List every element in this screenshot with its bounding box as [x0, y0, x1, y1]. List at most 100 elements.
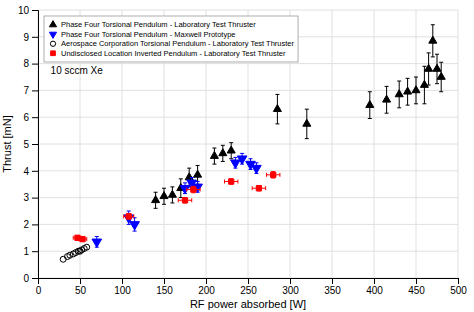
grid-line: [38, 63, 458, 64]
point: [366, 100, 374, 107]
point: [404, 87, 412, 94]
point: [75, 235, 80, 240]
point: [194, 170, 202, 177]
y-axis: 012345678910: [18, 5, 39, 284]
point: [383, 95, 391, 102]
error-bar: [127, 214, 131, 219]
series: [60, 244, 89, 262]
tick-mark: [32, 224, 38, 225]
tick: 8: [23, 58, 38, 69]
tick-label: 2: [23, 219, 29, 230]
tick: 2: [23, 219, 38, 230]
grid-line: [38, 197, 458, 198]
legend-label: Undisclosed Location Inverted Pendulum -…: [61, 49, 286, 58]
tick-label: 450: [408, 285, 425, 296]
tick-mark: [290, 278, 291, 284]
point: [256, 186, 261, 191]
grid-line: [38, 117, 458, 118]
error-bar: [257, 186, 261, 191]
point: [395, 90, 403, 97]
grid-line: [38, 10, 458, 11]
legend: Phase Four Torsional Pendulum - Laborato…: [44, 16, 298, 62]
point: [420, 80, 428, 87]
tick-label: 0: [23, 273, 29, 284]
tick: 400: [366, 278, 383, 296]
tick: 300: [282, 278, 299, 296]
legend-label: Phase Four Torsional Pendulum - Maxwell …: [61, 30, 236, 39]
tick-label: 50: [75, 285, 87, 296]
tick-mark: [32, 64, 38, 65]
point: [412, 86, 420, 93]
grid-line: [38, 144, 458, 145]
tick-label: 150: [156, 285, 173, 296]
grid-line: [38, 224, 458, 225]
tick-mark: [458, 278, 459, 284]
error-bar: [191, 186, 195, 192]
error-bar: [271, 172, 275, 178]
point: [429, 36, 437, 43]
tick-label: 250: [240, 285, 257, 296]
tick-label: 1: [23, 246, 29, 257]
legend-label: Phase Four Torsional Pendulum - Laborato…: [61, 20, 256, 29]
tick: 100: [114, 278, 131, 296]
tick-label: 200: [198, 285, 215, 296]
tick: 1: [23, 246, 38, 257]
point: [303, 119, 311, 126]
point: [425, 64, 433, 71]
tick-mark: [416, 278, 417, 284]
tick-mark: [32, 251, 38, 252]
point: [160, 192, 168, 199]
tick-mark: [32, 90, 38, 91]
tick: 6: [23, 112, 38, 123]
error-bar: [178, 198, 191, 202]
error-bar: [78, 237, 86, 241]
error-bar: [252, 186, 265, 190]
tick-mark: [32, 10, 38, 11]
point: [80, 236, 85, 241]
tick-label: 4: [23, 166, 29, 177]
point: [252, 165, 262, 173]
tick: 10: [18, 5, 38, 16]
point: [229, 179, 234, 184]
annotation: 10 sccm Xe: [51, 65, 104, 76]
tick: 5: [23, 139, 38, 150]
tick: 150: [156, 278, 173, 296]
point: [92, 239, 102, 247]
point: [84, 244, 90, 250]
error-bar: [224, 180, 237, 184]
tick: 4: [23, 166, 38, 177]
point: [227, 146, 235, 153]
legend-symbol: [50, 41, 55, 46]
series: [73, 172, 280, 242]
error-bar: [75, 236, 79, 240]
tick-label: 5: [23, 139, 29, 150]
tick-label: 9: [23, 32, 29, 43]
legend-frame: [44, 16, 298, 62]
tick-label: 8: [23, 58, 29, 69]
point: [273, 105, 281, 112]
tick: 200: [198, 278, 215, 296]
tick-mark: [32, 37, 38, 38]
tick-label: 500: [450, 285, 467, 296]
point: [433, 64, 441, 71]
point: [231, 160, 241, 168]
point: [130, 222, 140, 230]
error-bar: [187, 188, 200, 192]
tick-label: 6: [23, 112, 29, 123]
tick-mark: [122, 278, 123, 284]
point: [237, 156, 247, 164]
point: [168, 190, 176, 197]
tick-mark: [80, 278, 81, 284]
x-axis-title: RF power absorbed [W]: [190, 298, 306, 310]
x-axis: 050100150200250300350400450500: [36, 278, 468, 296]
tick-label: 400: [366, 285, 383, 296]
tick: 3: [23, 192, 38, 203]
error-bar: [124, 214, 134, 218]
tick-mark: [332, 278, 333, 284]
tick-mark: [206, 278, 207, 284]
point: [210, 151, 218, 158]
tick: 500: [450, 278, 467, 296]
axis-line: [39, 279, 459, 285]
tick: 450: [408, 278, 425, 296]
point: [437, 72, 445, 79]
